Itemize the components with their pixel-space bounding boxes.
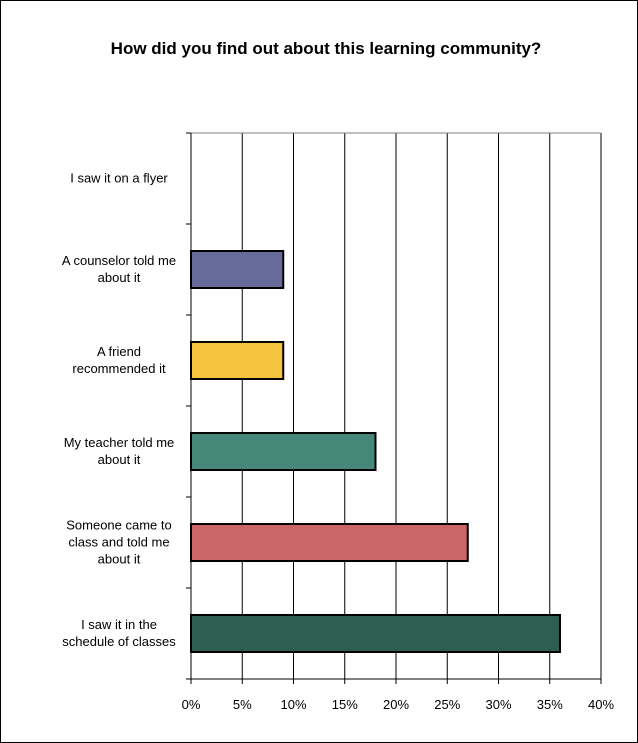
category-label: I saw it in the schedule of classes [62,617,176,649]
x-tick-label: 25% [434,697,460,712]
x-tick-label: 10% [280,697,306,712]
chart-title: How did you find out about this learning… [110,39,542,58]
bar [190,341,285,380]
x-tick-label: 20% [383,697,409,712]
x-tick-label: 0% [182,697,201,712]
category-label: A friend recommended it [72,344,166,376]
x-tick-label: 30% [485,697,511,712]
x-tick-label: 15% [332,697,358,712]
x-tick-label: 5% [233,697,252,712]
bar [190,614,561,653]
x-tick-label: 40% [588,697,614,712]
bar [190,432,377,471]
category-label: Someone came to class and told me about it [66,518,172,567]
category-label: A counselor told me about it [62,253,176,285]
bar [190,250,285,289]
bar [190,523,469,562]
category-label: My teacher told me about it [64,435,175,467]
category-label: I saw it on a flyer [70,171,168,186]
x-tick-label: 35% [537,697,563,712]
